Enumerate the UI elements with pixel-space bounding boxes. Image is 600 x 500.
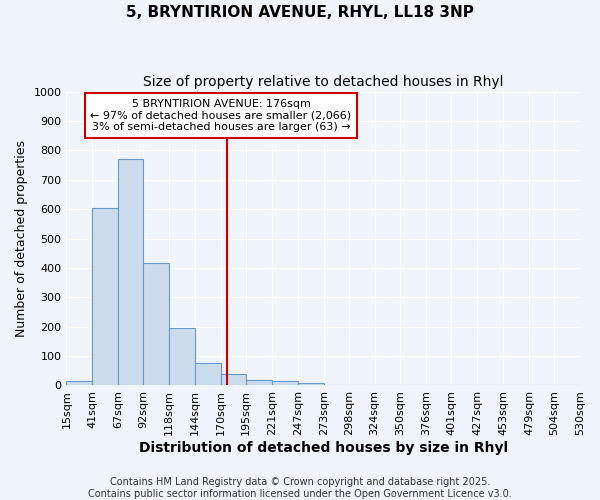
Bar [272,381,298,386]
Text: Contains HM Land Registry data © Crown copyright and database right 2025.
Contai: Contains HM Land Registry data © Crown c… [88,478,512,499]
Bar [221,374,246,386]
Bar [246,380,272,386]
Title: Size of property relative to detached houses in Rhyl: Size of property relative to detached ho… [143,75,503,89]
Bar [67,381,92,386]
X-axis label: Distribution of detached houses by size in Rhyl: Distribution of detached houses by size … [139,441,508,455]
Bar [118,159,143,386]
Bar [298,382,324,386]
Bar [195,362,221,386]
Y-axis label: Number of detached properties: Number of detached properties [15,140,28,337]
Bar [143,264,169,386]
Bar [92,208,118,386]
Text: 5, BRYNTIRION AVENUE, RHYL, LL18 3NP: 5, BRYNTIRION AVENUE, RHYL, LL18 3NP [126,5,474,20]
Text: 5 BRYNTIRION AVENUE: 176sqm
← 97% of detached houses are smaller (2,066)
3% of s: 5 BRYNTIRION AVENUE: 176sqm ← 97% of det… [91,99,352,132]
Bar [169,328,195,386]
